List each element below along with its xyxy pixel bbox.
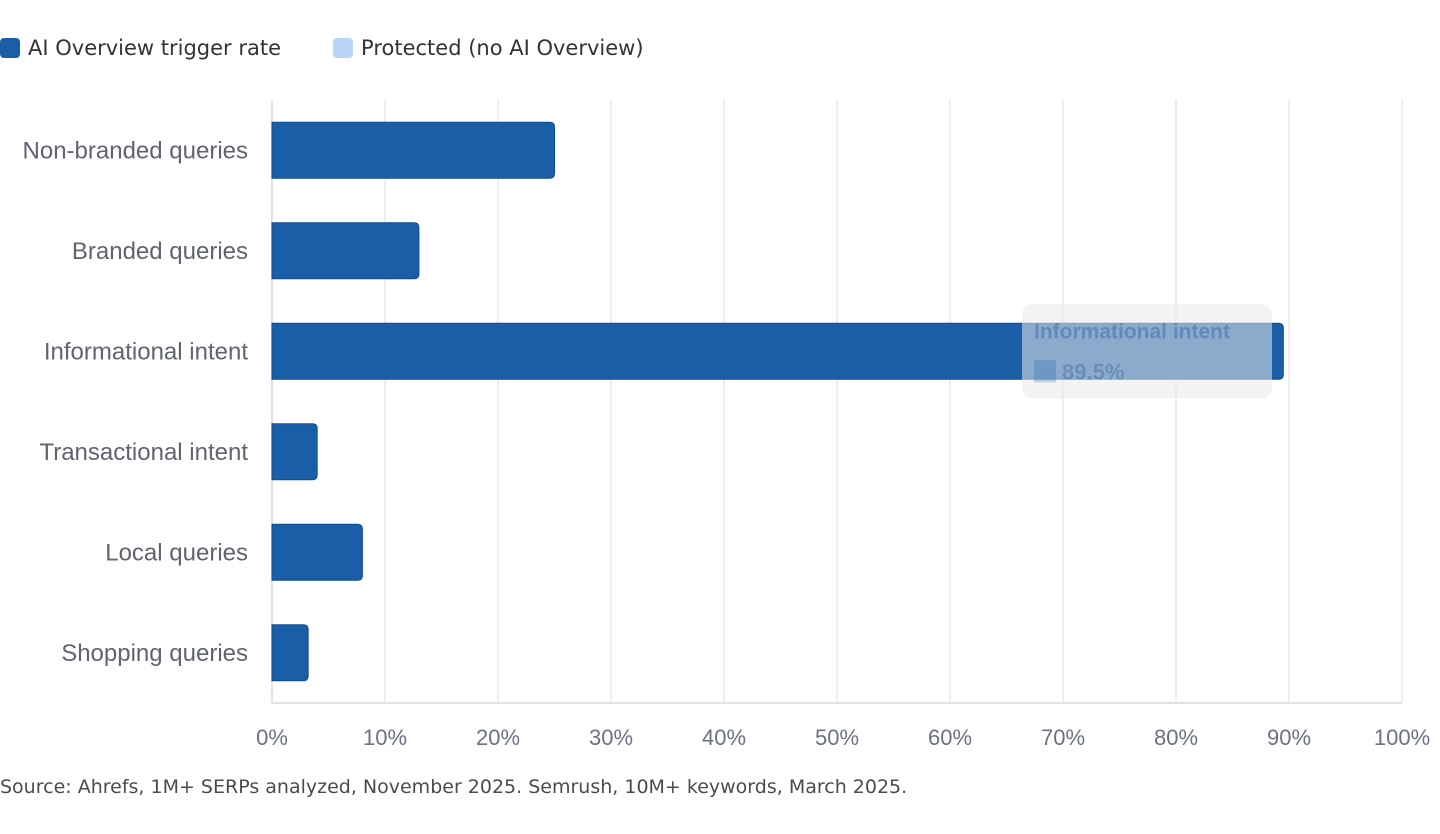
tooltip-value: 89.5%	[1062, 359, 1124, 384]
legend-swatch-trigger-rate	[0, 38, 20, 58]
category-label: Local queries	[105, 539, 248, 566]
x-tick-label: 0%	[256, 725, 288, 750]
chart-legend: AI Overview trigger rate Protected (no A…	[0, 34, 696, 62]
bar-non-branded-queries[interactable]	[271, 121, 555, 179]
category-label: Shopping queries	[61, 640, 248, 667]
bar-branded-queries[interactable]	[271, 222, 420, 280]
category-label: Transactional intent	[39, 439, 248, 466]
category-label: Non-branded queries	[23, 137, 248, 164]
category-label: Informational intent	[44, 338, 248, 365]
legend-label-protected: Protected (no AI Overview)	[361, 36, 644, 60]
x-tick-label: 50%	[815, 725, 859, 750]
x-tick-label: 20%	[476, 725, 520, 750]
legend-swatch-protected	[333, 38, 354, 58]
bar-shopping-queries[interactable]	[271, 624, 309, 682]
tooltip-box	[1022, 304, 1272, 399]
x-tick-label: 60%	[928, 725, 972, 750]
x-tick-label: 80%	[1154, 725, 1198, 750]
x-tick-label: 70%	[1041, 725, 1085, 750]
source-note: Source: Ahrefs, 1M+ SERPs analyzed, Nove…	[0, 776, 908, 798]
category-label: Branded queries	[72, 238, 248, 265]
legend-item-protected[interactable]: Protected (no AI Overview)	[333, 36, 644, 60]
legend-label-trigger-rate: AI Overview trigger rate	[28, 36, 282, 60]
bar-local-queries[interactable]	[271, 523, 363, 581]
x-tick-label: 100%	[1374, 725, 1430, 750]
x-tick-label: 10%	[363, 725, 407, 750]
bar-transactional-intent[interactable]	[271, 423, 318, 481]
tooltip-title: Informational intent	[1034, 320, 1230, 343]
x-tick-label: 90%	[1267, 725, 1311, 750]
tooltip-swatch	[1034, 360, 1056, 383]
legend-item-trigger-rate[interactable]: AI Overview trigger rate	[0, 36, 281, 60]
x-tick-label: 30%	[589, 725, 633, 750]
x-tick-label: 40%	[702, 725, 746, 750]
